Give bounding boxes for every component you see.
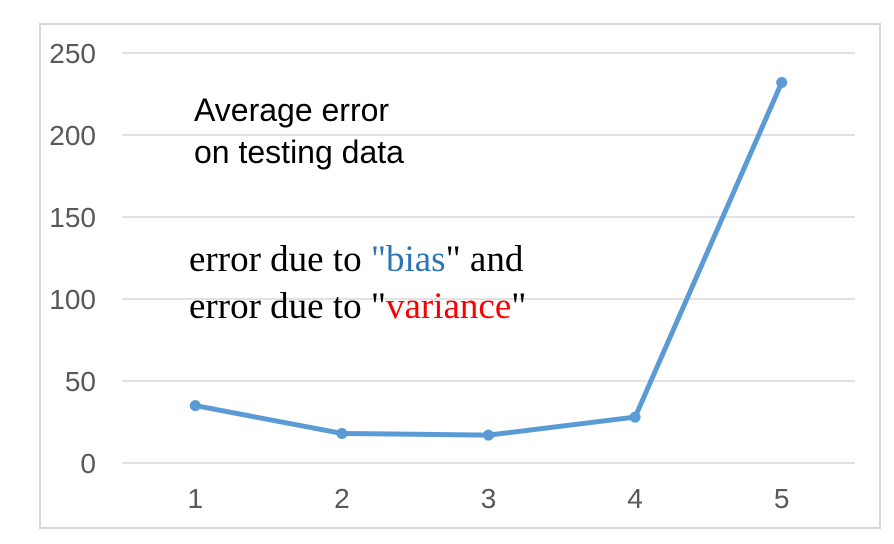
annotation-bias-variance: error due to "bias" and error due to "va… <box>189 236 526 330</box>
y-tick-label-50: 50 <box>65 366 96 397</box>
y-tick-label-150: 150 <box>49 202 96 233</box>
y-tick-label-200: 200 <box>49 120 96 151</box>
data-point-x2 <box>336 427 348 439</box>
y-tick-label-250: 250 <box>49 38 96 69</box>
figure-border <box>39 23 881 529</box>
data-point-x4 <box>629 411 641 423</box>
x-tick-label-1: 1 <box>188 483 204 514</box>
x-tick-label-4: 4 <box>627 483 643 514</box>
data-point-x1 <box>189 400 201 412</box>
annotation-average-error-line2: on testing data <box>194 134 404 170</box>
annotation-variance-line: error due to "variance" <box>189 283 526 330</box>
bias-line-suffix: " and <box>445 239 524 280</box>
x-tick-label-5: 5 <box>774 483 790 514</box>
annotation-average-error: Average error on testing data <box>194 89 404 173</box>
data-point-x5 <box>776 77 788 89</box>
variance-text: variance <box>385 286 512 327</box>
y-tick-label-0: 0 <box>80 448 96 479</box>
x-tick-label-3: 3 <box>481 483 497 514</box>
y-tick-label-100: 100 <box>49 284 96 315</box>
x-tick-label-2: 2 <box>334 483 350 514</box>
variance-line-prefix: error due to " <box>189 286 386 327</box>
variance-line-suffix: " <box>511 286 527 327</box>
annotation-bias-line: error due to "bias" and <box>189 236 526 283</box>
bias-line-prefix: error due to <box>189 239 371 280</box>
annotation-average-error-line1: Average error <box>194 92 390 128</box>
data-point-x3 <box>483 429 494 441</box>
bias-text: "bias <box>370 239 446 280</box>
